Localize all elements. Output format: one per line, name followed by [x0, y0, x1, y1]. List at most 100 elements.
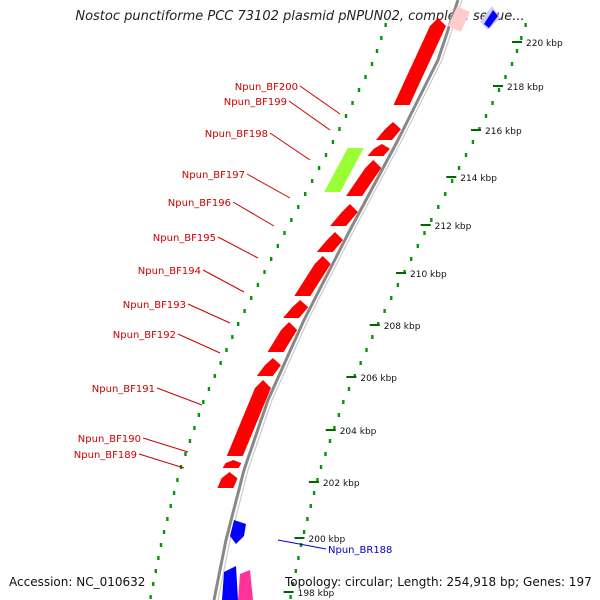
gene-label-Npun_BF190[interactable]: Npun_BF190 — [78, 434, 141, 445]
forward-cds-8 — [283, 300, 309, 318]
other-feature-bottom — [238, 570, 253, 600]
outer-ring-dot — [269, 257, 273, 261]
scale-label-220: 220 kbp — [526, 39, 563, 49]
gene-features — [217, 6, 500, 600]
scale-label-214: 214 kbp — [460, 174, 497, 184]
outer-ring-dot — [250, 296, 253, 300]
outer-ring-dot — [344, 114, 348, 118]
leader-line — [142, 437, 189, 453]
forward-cds-6 — [316, 232, 343, 252]
leader-line — [138, 453, 185, 469]
gene-label-Npun_BR188[interactable]: Npun_BR188 — [328, 545, 392, 556]
inner-ring-dot — [365, 348, 368, 352]
map-title: Nostoc punctiforme PCC 73102 plasmid pNP… — [75, 9, 525, 24]
outer-ring-dot — [231, 335, 234, 339]
outer-ring-dot — [324, 153, 328, 157]
inner-ring-dot — [319, 465, 323, 469]
inner-ring-dot — [497, 88, 501, 92]
outer-ring-dot — [256, 283, 260, 287]
forward-cds-13 — [217, 472, 238, 488]
gene-label-Npun_BF192[interactable]: Npun_BF192 — [113, 330, 176, 341]
outer-ring-dot — [162, 530, 166, 534]
highlight-feature — [324, 148, 364, 192]
gene-label-Npun_BF193[interactable]: Npun_BF193 — [123, 300, 186, 311]
reverse-cds-top — [484, 10, 498, 28]
inner-ring-dot — [510, 62, 514, 66]
gene-label-Npun_BF195[interactable]: Npun_BF195 — [153, 233, 216, 244]
inner-ring-dot — [390, 296, 393, 300]
outer-ring-dot — [370, 62, 374, 66]
inner-ring-dot — [423, 231, 426, 235]
scale-label-208: 208 kbp — [384, 322, 421, 332]
gene-label-Npun_BF199[interactable]: Npun_BF199 — [224, 97, 287, 108]
inner-ring-dot — [347, 387, 351, 391]
inner-ring-dot — [294, 569, 297, 573]
scale-label-206: 206 kbp — [360, 374, 397, 384]
inner-ring-dot — [333, 426, 336, 430]
gene-label-Npun_BF191[interactable]: Npun_BF191 — [92, 384, 155, 395]
gene-label-Npun_BF196[interactable]: Npun_BF196 — [168, 198, 231, 209]
outer-ring-dot — [172, 491, 176, 495]
inner-ring-dot — [504, 75, 507, 79]
gene-label-Npun_BF197[interactable]: Npun_BF197 — [182, 170, 245, 181]
gene-label-Npun_BF198[interactable]: Npun_BF198 — [205, 129, 268, 140]
outer-ring-dot — [283, 231, 286, 235]
outer-ring-dot — [331, 140, 335, 144]
outer-ring-dot — [149, 595, 152, 599]
scale-label-202: 202 kbp — [323, 479, 360, 489]
outer-ring-dot — [290, 218, 293, 222]
outer-ring-dot — [338, 127, 341, 131]
outer-ring-dot — [263, 270, 266, 274]
backbone-outer-line — [212, 0, 460, 600]
inner-ring-dot — [324, 452, 327, 456]
leader-line — [269, 132, 311, 161]
inner-ring-dot — [312, 491, 316, 495]
inner-ring-dot — [396, 283, 400, 287]
outer-ring-dot — [310, 179, 314, 183]
inner-ring-dot — [491, 101, 494, 105]
forward-cds-12 — [222, 460, 242, 468]
forward-cds-3 — [367, 144, 390, 156]
inner-ring-dot — [383, 309, 386, 313]
inner-ring-dot — [515, 49, 519, 53]
inner-ring-dot — [464, 153, 468, 157]
inner-ring-dot — [437, 205, 440, 209]
outer-ring-dot — [169, 504, 172, 508]
outer-ring-dot — [159, 543, 163, 547]
gene-label-Npun_BF200[interactable]: Npun_BF200 — [235, 82, 298, 93]
inner-ring-dot — [450, 179, 454, 183]
gene-label-Npun_BF194[interactable]: Npun_BF194 — [138, 266, 201, 277]
backbone-inner-line — [217, 0, 463, 600]
outer-ring-dot — [364, 75, 367, 79]
gene-label-Npun_BF189[interactable]: Npun_BF189 — [74, 450, 137, 461]
forward-cds-10 — [256, 358, 281, 376]
leader-line — [288, 100, 331, 131]
inner-ring-dot — [430, 218, 433, 222]
outer-ring-dot — [152, 582, 155, 586]
inner-ring-dot — [306, 517, 309, 521]
leader-line — [299, 85, 341, 115]
scale-label-198: 198 kbp — [298, 589, 335, 599]
scale-label-216: 216 kbp — [485, 127, 522, 137]
scale-label-204: 204 kbp — [340, 427, 377, 437]
forward-cds-2 — [376, 122, 401, 140]
reverse-cds-bottom — [222, 566, 238, 600]
outer-ring-dot — [219, 361, 222, 365]
gene-labels: Npun_BF200 Npun_BF199 Npun_BF198 Npun_BF197… — [74, 82, 393, 556]
outer-ring-dot — [375, 49, 379, 53]
forward-cds-1 — [393, 18, 446, 105]
inner-ring-dot — [444, 192, 447, 196]
forward-cds-7 — [294, 256, 331, 296]
leader-line — [202, 269, 245, 293]
leader-line — [156, 387, 203, 406]
forward-cds-11 — [226, 380, 271, 456]
inner-ring-dot — [292, 582, 295, 586]
kbp-scale: 220 kbp 218 kbp 216 kbp 214 kbp 212 kbp 210 k… — [283, 39, 563, 599]
inner-ring-dot — [289, 595, 292, 599]
inner-ring-dot — [524, 23, 527, 27]
topology-summary: Topology: circular; Length: 254,918 bp; … — [285, 575, 592, 589]
outer-ring-dot — [380, 36, 383, 40]
feature-ring-dots — [149, 23, 527, 599]
